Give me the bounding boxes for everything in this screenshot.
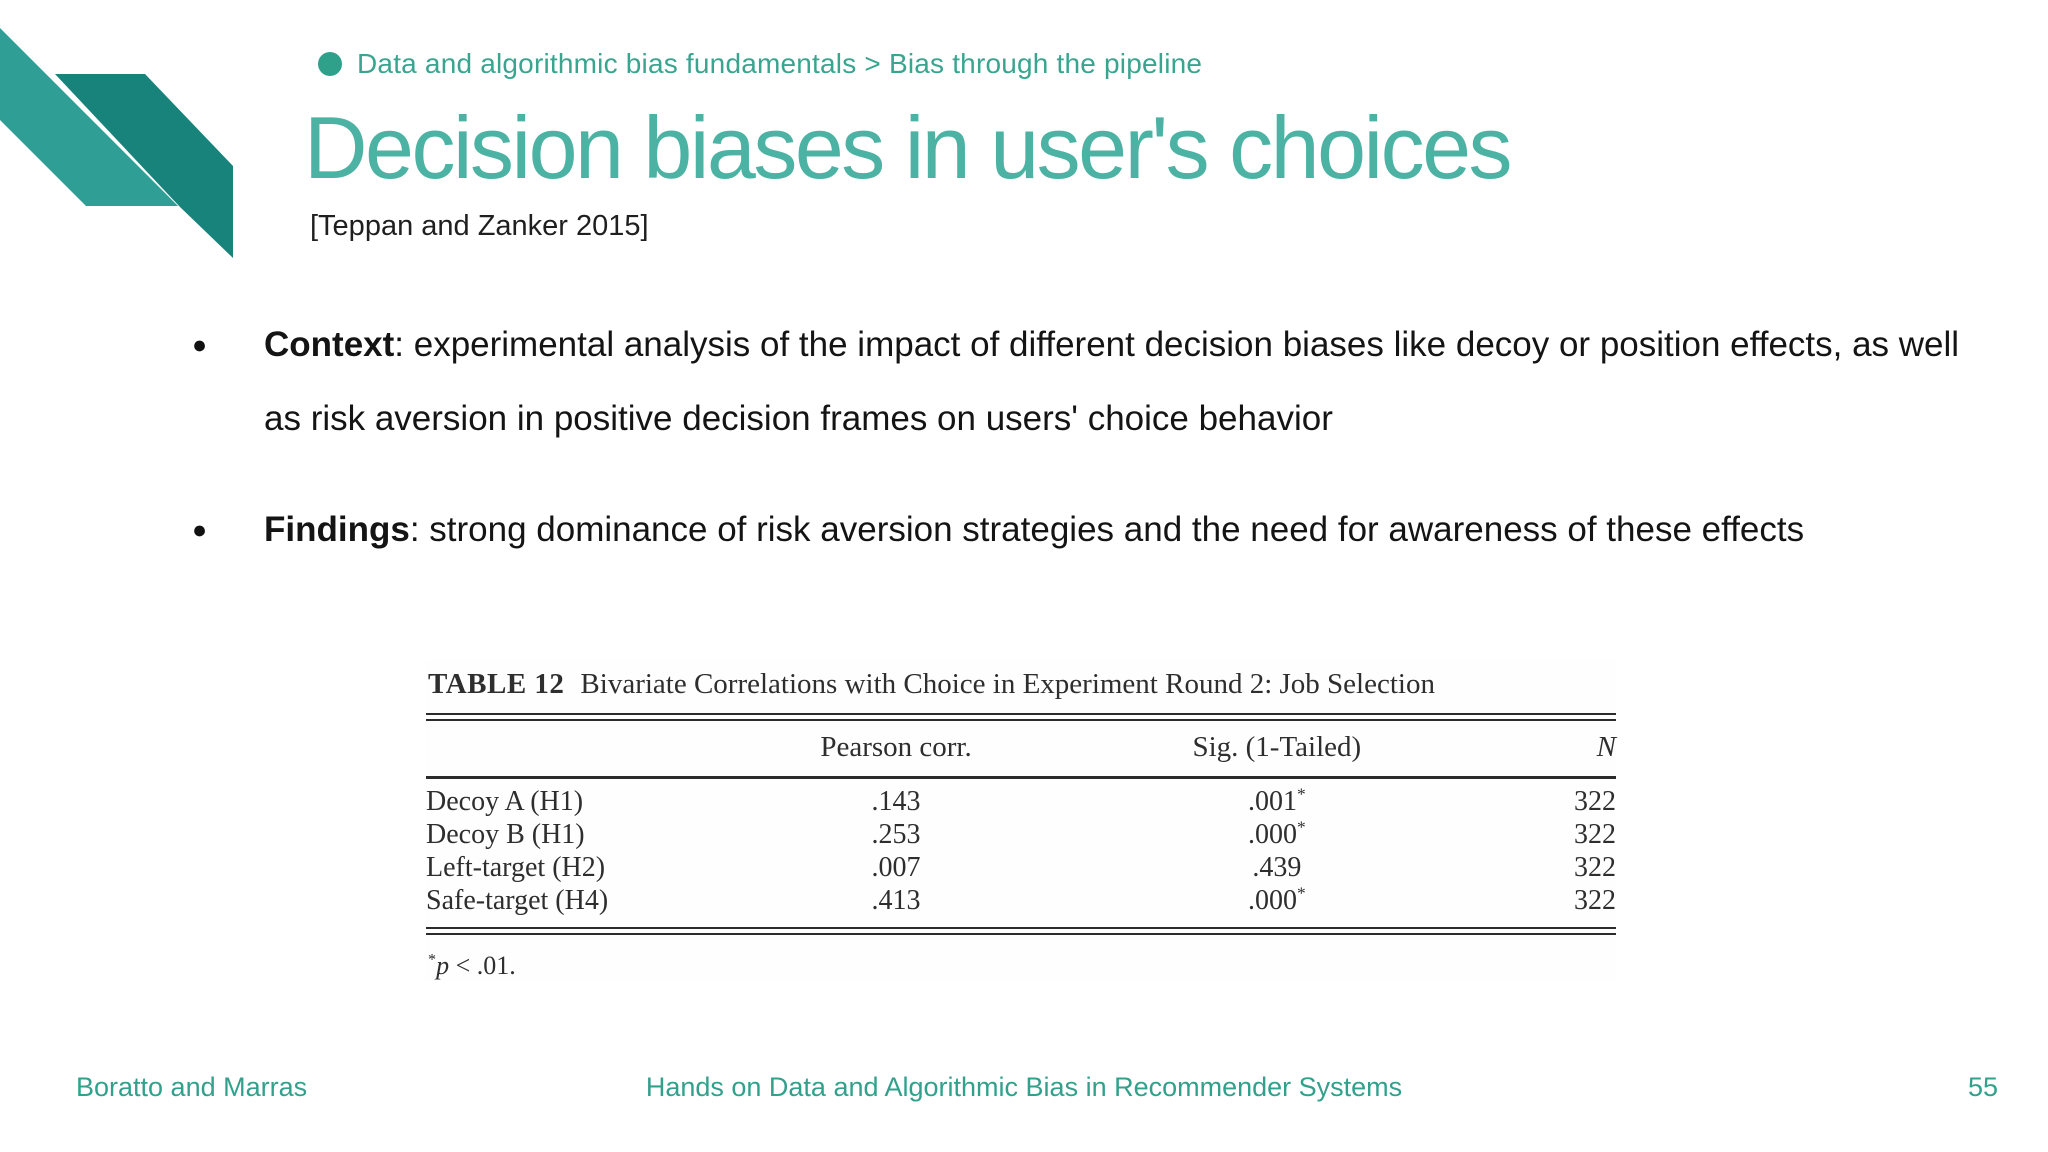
table-cell: .000* [1247, 817, 1306, 850]
table-footnote: *p < .01. [426, 951, 1616, 981]
table-top-rule [426, 713, 1616, 721]
breadcrumb: Data and algorithmic bias fundamentals >… [318, 46, 1202, 82]
table-cell: .007 [871, 852, 921, 883]
significance-marker: * [1296, 883, 1306, 903]
footer-title: Hands on Data and Algorithmic Bias in Re… [645, 1072, 1403, 1102]
table-cell: Left-target (H2) [426, 852, 606, 883]
table-bottom-rule [426, 927, 1616, 935]
table-header-cell [426, 731, 735, 764]
bullet-text: Context: experimental analysis of the im… [264, 308, 1994, 456]
table-cell: .413 [871, 885, 921, 916]
footer: Boratto and Marras Hands on Data and Alg… [0, 1072, 2048, 1108]
footnote-rest: < .01. [449, 951, 516, 980]
bullet-label: Findings [264, 510, 410, 549]
table-body: Decoy A (H1) .143 .001* 322 Decoy B (H1) .253… [426, 779, 1616, 927]
table-row: Decoy A (H1) .143 .001* 322 [426, 785, 1616, 818]
table-cell: .143 [871, 786, 921, 817]
bullet-item-context: ● Context: experimental analysis of the … [190, 308, 2000, 456]
footnote-marker: * [428, 951, 437, 969]
table-header-cell: Pearson corr. [820, 731, 972, 763]
table-header-rule [426, 776, 1616, 779]
bullet-body-text: : strong dominance of risk aversion stra… [409, 510, 1805, 549]
footnote-symbol: p [436, 951, 450, 980]
table-cell: 322 [1573, 852, 1616, 883]
table-cell: Safe-target (H4) [426, 885, 609, 916]
table-cell: .439 [1252, 852, 1302, 883]
bullet-dot-icon: ● [192, 516, 208, 544]
bullet-list: ● Context: experimental analysis of the … [190, 308, 2000, 567]
table-cell: 322 [1573, 786, 1616, 817]
page-title: Decision biases in user's choices [304, 98, 1513, 197]
footer-authors: Boratto and Marras [76, 1072, 308, 1102]
table-cell: .001* [1247, 784, 1306, 817]
bullet-dot-icon: ● [192, 331, 208, 359]
breadcrumb-text: Data and algorithmic bias fundamentals >… [357, 48, 1203, 79]
table-cell: Decoy B (H1) [426, 819, 585, 850]
table-header: Pearson corr. Sig. (1-Tailed) N [426, 721, 1616, 776]
bullet-body-text: : experimental analysis of the impact of… [264, 325, 1960, 438]
paper-table: TABLE 12 Bivariate Correlations with Choi… [426, 660, 1616, 981]
table-header-cell: N [1596, 731, 1616, 763]
breadcrumb-dot-icon [318, 52, 342, 76]
bullet-text: Findings: strong dominance of risk avers… [264, 493, 1994, 567]
footer-page-number: 55 [1967, 1072, 1998, 1102]
table-caption-text: Bivariate Correlations with Choice in Ex… [580, 668, 1435, 700]
table-row: Decoy B (H1) .253 .000* 322 [426, 818, 1616, 851]
table-cell: .253 [871, 819, 921, 850]
table-header-cell: Sig. (1-Tailed) [1192, 731, 1362, 763]
table-cell: Decoy A (H1) [426, 786, 584, 817]
table-cell: 322 [1573, 885, 1616, 916]
logo-ribbon-icon [0, 28, 233, 258]
significance-marker: * [1296, 784, 1306, 804]
table-caption-label: TABLE 12 [428, 668, 565, 700]
citation: [Teppan and Zanker 2015] [310, 210, 649, 242]
table-caption: TABLE 12 Bivariate Correlations with Choi… [426, 660, 1616, 713]
significance-marker: * [1296, 817, 1306, 837]
bullet-label: Context [264, 325, 395, 364]
table-cell: 322 [1573, 819, 1616, 850]
bullet-item-findings: ● Findings: strong dominance of risk ave… [190, 493, 2000, 567]
table-row: Safe-target (H4) .413 .000* 322 [426, 884, 1616, 917]
table-cell: .000* [1247, 883, 1306, 916]
table-row: Left-target (H2) .007 .439 322 [426, 851, 1616, 884]
